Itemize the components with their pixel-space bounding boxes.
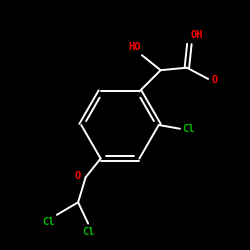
Text: O: O (211, 75, 217, 85)
Text: Cl: Cl (82, 226, 94, 236)
Text: HO: HO (128, 42, 140, 52)
Text: Cl: Cl (182, 124, 195, 134)
Text: O: O (75, 171, 81, 181)
Text: OH: OH (190, 30, 203, 40)
Text: Cl: Cl (42, 217, 54, 227)
